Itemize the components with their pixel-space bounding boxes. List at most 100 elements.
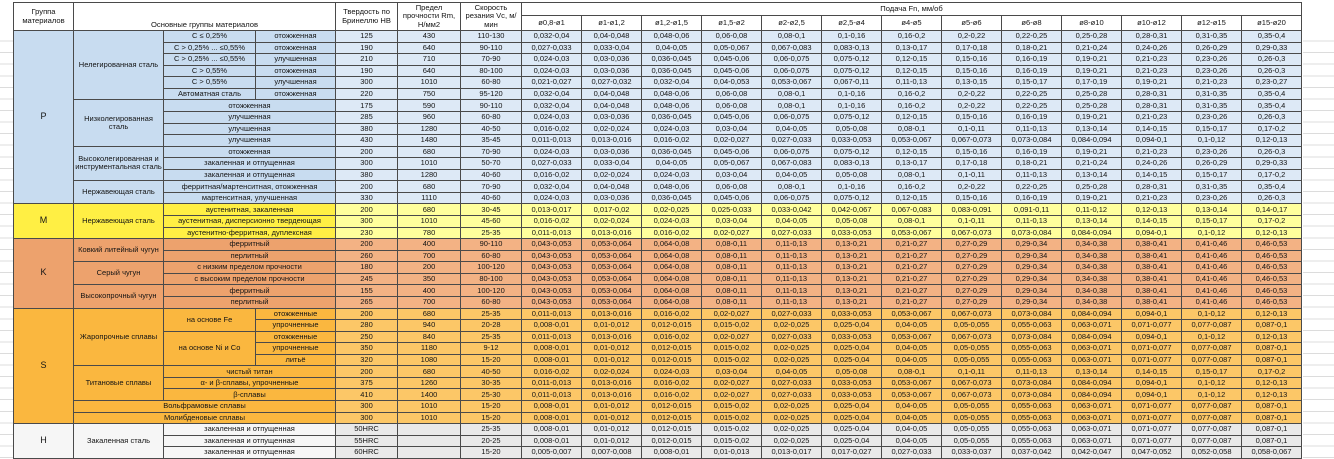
feed-cell[interactable]: 0,02-0,024	[581, 168, 642, 182]
feed-cell[interactable]: 0,29-0,34	[1001, 238, 1062, 251]
feed-cell[interactable]: 0,058-0,067	[1241, 446, 1302, 459]
feed-cell[interactable]: 0,015-0,02	[701, 353, 762, 367]
subgroup-cell[interactable]: ферритный	[163, 284, 336, 297]
feed-cell[interactable]: 0,025-0,04	[821, 353, 882, 367]
feed-cell[interactable]: 0,35-0,4	[1241, 180, 1302, 193]
feed-cell[interactable]: 0,12-0,13	[1241, 307, 1302, 321]
feed-cell[interactable]: 0,03-0,036	[581, 110, 642, 124]
feed-cell[interactable]: 0,16-0,2	[881, 30, 942, 43]
feed-cell[interactable]: 0,012-0,015	[641, 434, 702, 448]
family-cell[interactable]: Жаропрочные сплавы	[73, 307, 164, 367]
feed-cell[interactable]: 0,16-0,2	[881, 180, 942, 193]
feed-cell[interactable]: 0,055-0,063	[1001, 434, 1062, 448]
feed-cell[interactable]: 0,13-0,14	[1061, 122, 1122, 136]
family-cell[interactable]: Нержавеющая сталь	[73, 180, 164, 205]
feed-cell[interactable]: 0,34-0,38	[1061, 238, 1122, 251]
hardness-cell[interactable]: 330	[335, 191, 398, 205]
feed-cell[interactable]: 0,083-0,13	[821, 41, 882, 55]
feed-cell[interactable]: 0,008-0,01	[521, 342, 582, 355]
feed-cell[interactable]: 0,15-0,17	[1181, 122, 1242, 136]
group-cell-P[interactable]: P	[13, 29, 74, 205]
feed-cell[interactable]: 0,1-0,12	[1181, 307, 1242, 321]
feed-cell[interactable]: 0,11-0,13	[1001, 168, 1062, 182]
feed-cell[interactable]: 0,01-0,012	[581, 411, 642, 425]
feed-cell[interactable]: 0,071-0,077	[1121, 319, 1182, 332]
feed-cell[interactable]: 0,067-0,083	[881, 203, 942, 216]
feed-cell[interactable]: 0,024-0,03	[521, 110, 582, 124]
feed-cell[interactable]: 0,053-0,067	[881, 376, 942, 390]
feed-cell[interactable]: 0,06-0,075	[761, 110, 822, 124]
feed-cell[interactable]: 0,21-0,23	[1121, 64, 1182, 78]
feed-cell[interactable]: 0,053-0,064	[581, 249, 642, 263]
feed-cell[interactable]: 0,071-0,077	[1121, 353, 1182, 367]
feed-cell[interactable]: 0,017-0,02	[581, 203, 642, 216]
feed-cell[interactable]: 0,048-0,06	[641, 99, 702, 112]
hardness-cell[interactable]: 260	[335, 249, 398, 263]
speed-cell[interactable]: 40-50	[460, 122, 522, 136]
feed-cell[interactable]: 0,036-0,045	[641, 145, 702, 159]
subgroup2-cell[interactable]: отожженная	[255, 41, 336, 55]
feed-cell[interactable]: 0,071-0,077	[1121, 411, 1182, 425]
hardness-cell[interactable]: 300	[335, 157, 398, 170]
speed-cell[interactable]: 9-12	[460, 342, 522, 355]
hardness-cell[interactable]: 430	[335, 134, 398, 147]
subgroup1-cell[interactable]: C > 0,25% ... ≤0,55%	[163, 41, 256, 55]
speed-cell[interactable]: 95-120	[460, 87, 522, 101]
feed-cell[interactable]: 0,087-0,1	[1241, 423, 1302, 436]
group-cell-K[interactable]: K	[13, 238, 74, 309]
strength-cell[interactable]: 680	[397, 203, 461, 216]
feed-cell[interactable]: 0,12-0,13	[1241, 376, 1302, 390]
strength-cell[interactable]: 640	[397, 64, 461, 78]
feed-cell[interactable]: 0,02-0,027	[701, 134, 762, 147]
feed-cell[interactable]: 0,41-0,46	[1181, 249, 1242, 263]
feed-cell[interactable]: 0,29-0,34	[1001, 249, 1062, 263]
strength-cell[interactable]: 960	[397, 110, 461, 124]
feed-cell[interactable]: 0,26-0,3	[1241, 110, 1302, 124]
feed-cell[interactable]: 0,027-0,033	[761, 307, 822, 321]
feed-cell[interactable]: 0,025-0,04	[821, 400, 882, 413]
feed-cell[interactable]: 0,04-0,05	[761, 122, 822, 136]
feed-cell[interactable]: 0,16-0,2	[881, 99, 942, 112]
feed-cell[interactable]: 0,31-0,35	[1181, 30, 1242, 43]
feed-cell[interactable]: 0,016-0,02	[641, 307, 702, 321]
family-cell[interactable]: Ковкий литейный чугун	[73, 238, 164, 263]
feed-cell[interactable]: 0,34-0,38	[1061, 272, 1122, 286]
feed-cell[interactable]: 0,05-0,08	[821, 122, 882, 136]
feed-cell[interactable]: 0,032-0,04	[521, 30, 582, 43]
feed-cell[interactable]: 0,22-0,25	[1001, 180, 1062, 193]
feed-cell[interactable]: 0,13-0,14	[1061, 168, 1122, 182]
feed-cell[interactable]: 0,02-0,027	[701, 376, 762, 390]
feed-cell[interactable]: 0,032-0,04	[641, 76, 702, 89]
diameter-header[interactable]: ø5-ø6	[941, 15, 1002, 31]
feed-cell[interactable]: 0,025-0,033	[701, 203, 762, 216]
speed-cell[interactable]: 30-45	[460, 203, 522, 216]
family-cell[interactable]: Титановые сплавы	[73, 365, 164, 401]
feed-cell[interactable]: 0,19-0,21	[1121, 76, 1182, 89]
feed-cell[interactable]: 0,1-0,12	[1181, 388, 1242, 401]
feed-cell[interactable]: 0,04-0,048	[581, 30, 642, 43]
feed-cell[interactable]: 0,071-0,077	[1121, 400, 1182, 413]
feed-cell[interactable]: 0,053-0,064	[581, 295, 642, 309]
feed-cell[interactable]: 0,084-0,094	[1061, 134, 1122, 147]
family-cell[interactable]: Нелегированная сталь	[73, 29, 164, 101]
speed-cell[interactable]: 70-90	[460, 180, 522, 193]
diameter-header[interactable]: ø12-ø15	[1181, 15, 1242, 31]
feed-cell[interactable]: 0,053-0,067	[881, 388, 942, 401]
feed-cell[interactable]: 0,033-0,053	[821, 376, 882, 390]
feed-cell[interactable]: 0,013-0,016	[581, 376, 642, 390]
feed-cell[interactable]: 0,12-0,13	[1121, 203, 1182, 216]
feed-cell[interactable]: 0,27-0,29	[941, 238, 1002, 251]
feed-cell[interactable]: 0,21-0,23	[1121, 53, 1182, 66]
header-speed[interactable]: Скорость резания Vc, м/мин	[460, 2, 522, 31]
feed-cell[interactable]: 0,084-0,094	[1061, 388, 1122, 401]
feed-cell[interactable]: 0,06-0,08	[701, 99, 762, 112]
feed-cell[interactable]: 0,41-0,46	[1181, 272, 1242, 286]
feed-cell[interactable]: 0,34-0,38	[1061, 284, 1122, 297]
strength-cell[interactable]: 710	[397, 53, 461, 66]
feed-cell[interactable]: 0,23-0,26	[1181, 64, 1242, 78]
feed-cell[interactable]: 0,073-0,084	[1001, 330, 1062, 344]
speed-cell[interactable]: 40-50	[460, 365, 522, 378]
subgroup-cell[interactable]: ферритный	[163, 238, 336, 251]
feed-cell[interactable]: 0,11-0,13	[761, 272, 822, 286]
feed-cell[interactable]: 0,17-0,18	[941, 157, 1002, 170]
